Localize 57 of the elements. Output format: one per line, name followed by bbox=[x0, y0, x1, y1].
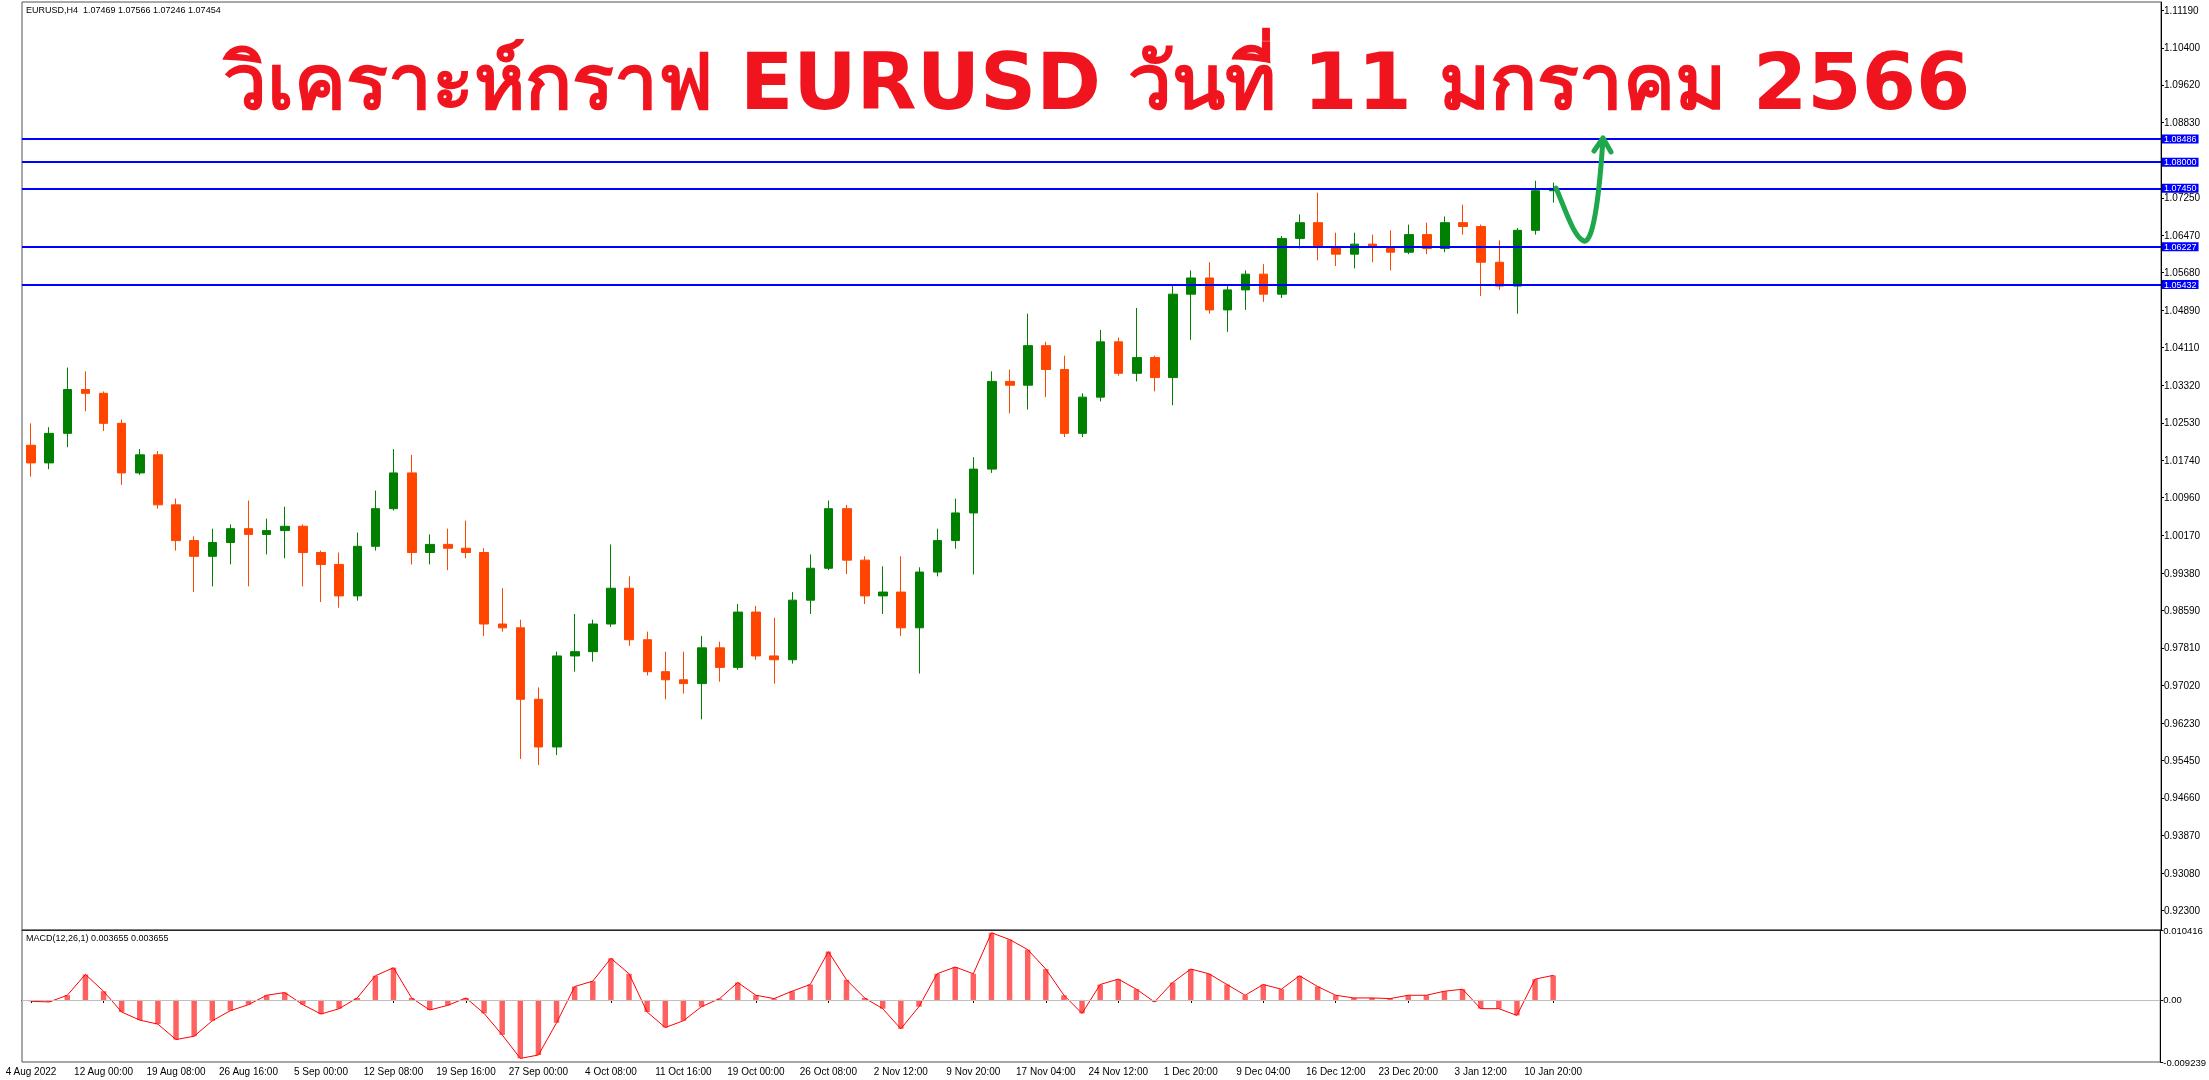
x-tick-label: 11 Oct 16:00 bbox=[655, 1065, 713, 1077]
x-tick-label: 4 Oct 08:00 bbox=[585, 1065, 638, 1077]
y-tick-label: 1.10400 bbox=[2164, 42, 2201, 54]
y-tick-label: 1.06470 bbox=[2164, 229, 2201, 241]
x-tick-label: 2 Nov 12:00 bbox=[873, 1065, 929, 1077]
ref-line-label: 1.07450 bbox=[2164, 183, 2197, 194]
y-tick-label: 0.010416 bbox=[2163, 924, 2203, 936]
x-tick-label: 17 Nov 04:00 bbox=[1016, 1065, 1076, 1077]
x-tick-label: 1 Dec 20:00 bbox=[1163, 1065, 1219, 1077]
annotation: EURUSD,H4 1.07469 1.07566 1.07246 1.07454 bbox=[26, 4, 221, 15]
y-tick-label: 0.96230 bbox=[2164, 717, 2201, 729]
y-tick-label: 0.98590 bbox=[2164, 605, 2201, 617]
ref-line-label: 1.06227 bbox=[2164, 241, 2197, 252]
y-tick-label: 1.02530 bbox=[2164, 417, 2201, 429]
x-tick-label: 5 Sep 00:00 bbox=[294, 1065, 349, 1077]
text: วิเคราะห์กราฟ EURUSD วันที่ 11 มกราคม 2566 bbox=[221, 27, 1971, 127]
y-tick-label: 1.11190 bbox=[2164, 4, 2200, 16]
y-tick-label: 1.08830 bbox=[2164, 117, 2201, 129]
x-tick-label: 26 Aug 16:00 bbox=[219, 1065, 279, 1077]
x-tick-label: 26 Oct 08:00 bbox=[799, 1065, 858, 1077]
x-tick-label: 4 Aug 2022 bbox=[5, 1065, 57, 1077]
y-tick-label: 0.97020 bbox=[2164, 679, 2201, 691]
y-tick-label: 1.03320 bbox=[2164, 379, 2201, 391]
x-tick-label: 16 Dec 12:00 bbox=[1305, 1065, 1366, 1077]
y-tick-label: 1.00960 bbox=[2164, 492, 2201, 504]
y-tick-label: 0.94660 bbox=[2164, 792, 2201, 804]
y-tick-label: 0.92300 bbox=[2164, 904, 2201, 916]
x-tick-label: 12 Aug 00:00 bbox=[74, 1065, 134, 1077]
chart-title: MACD(12,26,1) 0.003655 0.003655 bbox=[26, 932, 169, 943]
x-tick-label: 23 Dec 20:00 bbox=[1378, 1065, 1439, 1077]
y-tick-label: 0.93080 bbox=[2164, 867, 2201, 879]
y-tick-label: 1.09620 bbox=[2164, 79, 2201, 91]
x-tick-label: 24 Nov 12:00 bbox=[1088, 1065, 1149, 1077]
y-tick-label: 1.04890 bbox=[2164, 304, 2201, 316]
y-tick-label: 1.01740 bbox=[2164, 455, 2201, 467]
ref-line-label: 1.05432 bbox=[2164, 279, 2197, 290]
y-tick-label: 0.95450 bbox=[2164, 754, 2201, 766]
y-tick-label: 0.99380 bbox=[2164, 567, 2201, 579]
y-tick-label: 0.97810 bbox=[2164, 642, 2201, 654]
x-tick-label: 12 Sep 08:00 bbox=[363, 1065, 424, 1077]
y-tick-label: 0.93870 bbox=[2164, 830, 2201, 842]
y-tick-label: 1.07250 bbox=[2164, 192, 2201, 204]
y-tick-label: 1.05680 bbox=[2164, 267, 2201, 279]
x-tick-label: 10 Jan 20:00 bbox=[1524, 1065, 1583, 1077]
y-tick-label: -0.009239 bbox=[2163, 1056, 2207, 1068]
ref-line-label: 1.08000 bbox=[2164, 157, 2197, 168]
y-tick-label: 1.04110 bbox=[2164, 342, 2200, 354]
y-tick-label: 1.00170 bbox=[2164, 529, 2201, 541]
x-tick-label: 9 Dec 04:00 bbox=[1236, 1065, 1291, 1077]
x-tick-label: 19 Oct 00:00 bbox=[727, 1065, 785, 1077]
x-tick-label: 27 Sep 00:00 bbox=[508, 1065, 569, 1077]
x-tick-label: 19 Aug 08:00 bbox=[146, 1065, 206, 1077]
y-tick-label: 0.00 bbox=[2163, 994, 2182, 1006]
x-tick-label: 3 Jan 12:00 bbox=[1454, 1065, 1508, 1077]
ref-line-label: 1.08486 bbox=[2164, 133, 2197, 144]
x-tick-label: 19 Sep 16:00 bbox=[436, 1065, 497, 1077]
x-tick-label: 9 Nov 20:00 bbox=[946, 1065, 1001, 1077]
